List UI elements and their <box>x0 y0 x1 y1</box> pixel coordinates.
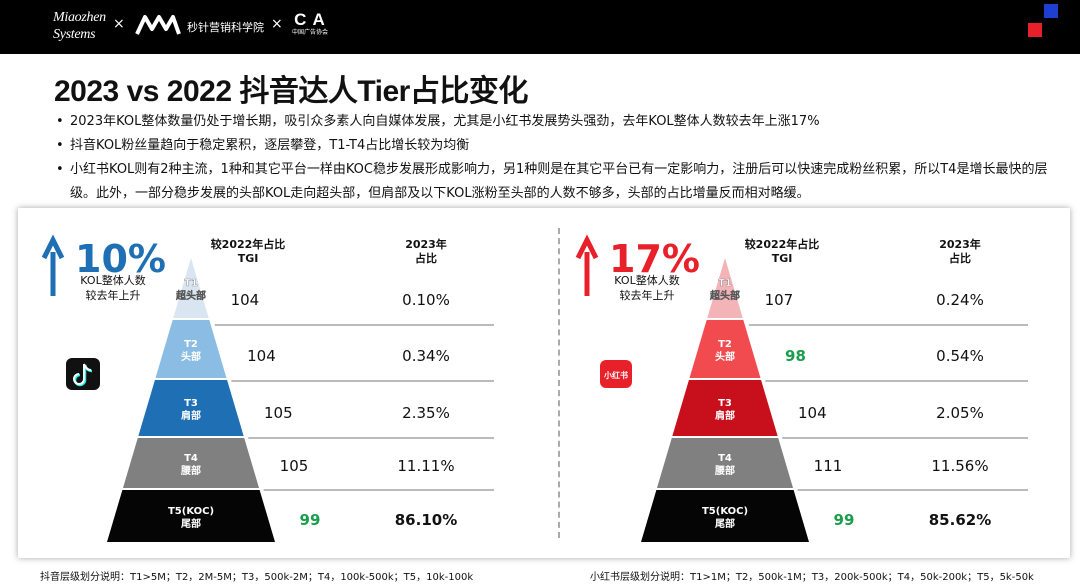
xhs-tier-code: T4 <box>718 453 732 464</box>
douyin-tier-tgi: 105 <box>264 404 293 422</box>
xhs-tier-3-segment <box>672 380 778 436</box>
xhs-tier-share: 85.62% <box>929 511 991 529</box>
page-title: 2023 vs 2022 抖音达人Tier占比变化 <box>54 75 528 108</box>
douyin-tier-share: 11.11% <box>397 457 454 475</box>
xhs-tier-code: T3 <box>718 398 732 409</box>
tiktok-icon-glyph <box>73 363 92 385</box>
xhs-tier-name: 肩部 <box>715 409 735 422</box>
xhs-growth-label: KOL整体人数 <box>614 273 679 287</box>
douyin-col-tgi-header: 较2022年占比 <box>211 237 286 251</box>
xhs-growth-arrow-icon <box>575 234 599 296</box>
douyin-tier-5-segment <box>107 490 275 542</box>
xhs-col-share-header: 2023年 <box>939 237 981 251</box>
bullet-item: 2023年KOL整体数量仍处于增长期，吸引众多素人向自媒体发展，尤其是小红书发展… <box>56 110 1056 134</box>
separator-x: × <box>271 16 283 32</box>
decor-square-blue <box>1044 4 1058 18</box>
douyin-growth-arrow-icon <box>41 234 65 296</box>
douyin-tier-2-segment <box>155 320 227 378</box>
xhs-tier-code: T5(KOC) <box>702 506 748 517</box>
xhs-tier-2-segment <box>689 320 761 378</box>
xhs-tier-4-segment <box>656 438 794 488</box>
douyin-tier-name: 肩部 <box>181 409 201 422</box>
xhs-growth-value: 17% <box>609 237 700 281</box>
douyin-growth-label: KOL整体人数 <box>80 273 145 287</box>
xhs-tier-code: T2 <box>718 339 732 350</box>
panel-divider <box>558 228 560 538</box>
decor-square-red <box>1028 23 1042 37</box>
xhs-footnote: 小红书层级划分说明：T1>1M；T2，500k-1M；T3，200k-500k；… <box>590 572 1034 583</box>
douyin-col-share-header: 占比 <box>415 251 437 265</box>
douyin-footnote: 抖音层级划分说明：T1>5M；T2，2M-5M；T3，500k-2M；T4，10… <box>40 572 474 583</box>
xhs-tier-tgi: 111 <box>814 457 843 475</box>
douyin-tier-share: 0.10% <box>402 291 450 309</box>
separator-x: × <box>113 16 125 32</box>
douyin-tier-share: 0.34% <box>402 347 450 365</box>
douyin-tier-3-segment <box>138 380 244 436</box>
xhs-tier-share: 2.05% <box>936 404 984 422</box>
xhs-tier-code: T1 <box>718 278 732 289</box>
douyin-tier-tgi: 105 <box>280 457 309 475</box>
douyin-tier-share: 2.35% <box>402 404 450 422</box>
douyin-tier-code: T2 <box>184 339 198 350</box>
xhs-col-share-header: 占比 <box>949 251 971 265</box>
xhs-growth-label: 较去年上升 <box>620 288 675 302</box>
bullet-item: 抖音KOL粉丝量趋向于稳定累积，逐层攀登，T1-T4占比增长较为均衡 <box>56 134 1056 158</box>
xhs-tier-tgi: 107 <box>765 291 794 309</box>
douyin-tier-name: 头部 <box>181 350 201 363</box>
cma-logo: C A 中国广告协会 <box>292 10 329 36</box>
douyin-tier-name: 尾部 <box>181 517 201 530</box>
douyin-tier-tgi: 104 <box>231 291 260 309</box>
douyin-tier-tgi: 99 <box>300 511 321 529</box>
xhs-col-tgi-header: 较2022年占比 <box>745 237 820 251</box>
xhs-tier-share: 0.54% <box>936 347 984 365</box>
douyin-tier-code: T5(KOC) <box>168 506 214 517</box>
douyin-tier-code: T4 <box>184 453 198 464</box>
xhs-tier-name: 头部 <box>715 350 735 363</box>
douyin-tier-code: T1 <box>184 278 198 289</box>
xhs-tier-share: 0.24% <box>936 291 984 309</box>
xhs-tier-name: 超头部 <box>709 289 740 302</box>
xiaohongshu-icon-label: 小红书 <box>603 370 628 380</box>
header-bar: Miaozhen Systems × 秒针营销科学院 × C A 中国广告协会 <box>0 0 1080 54</box>
douyin-tier-4-segment <box>122 438 260 488</box>
douyin-tier-tgi: 104 <box>247 347 276 365</box>
douyin-tier-1-segment <box>173 258 209 318</box>
xhs-tier-tgi: 99 <box>834 511 855 529</box>
douyin-tier-name: 超头部 <box>175 289 206 302</box>
bullet-item: 小红书KOL则有2种主流，1种和其它平台一样由KOC稳步发展形成影响力，另1种则… <box>56 158 1056 206</box>
xhs-tier-tgi: 104 <box>798 404 827 422</box>
xhs-col-tgi-header: TGI <box>772 252 793 265</box>
xhs-tier-share: 11.56% <box>931 457 988 475</box>
xiaohongshu-icon <box>600 360 632 388</box>
douyin-col-share-header: 2023年 <box>405 237 447 251</box>
douyin-tier-code: T3 <box>184 398 198 409</box>
miaozhen-logo: Miaozhen Systems <box>53 10 106 42</box>
xhs-tier-1-segment <box>707 258 743 318</box>
douyin-growth-value: 10% <box>75 237 166 281</box>
xhs-tier-tgi: 98 <box>785 347 806 365</box>
miaozhen-academy-logo-icon <box>135 15 181 35</box>
bullet-list: 2023年KOL整体数量仍处于增长期，吸引众多素人向自媒体发展，尤其是小红书发展… <box>56 110 1056 206</box>
douyin-tier-name: 腰部 <box>180 464 201 477</box>
xhs-tier-5-segment <box>641 490 809 542</box>
partner-name: 秒针营销科学院 <box>187 21 264 34</box>
douyin-tier-share: 86.10% <box>395 511 457 529</box>
douyin-col-tgi-header: TGI <box>238 252 259 265</box>
xhs-tier-name: 尾部 <box>715 517 735 530</box>
douyin-growth-label: 较去年上升 <box>86 288 141 302</box>
xhs-tier-name: 腰部 <box>714 464 735 477</box>
